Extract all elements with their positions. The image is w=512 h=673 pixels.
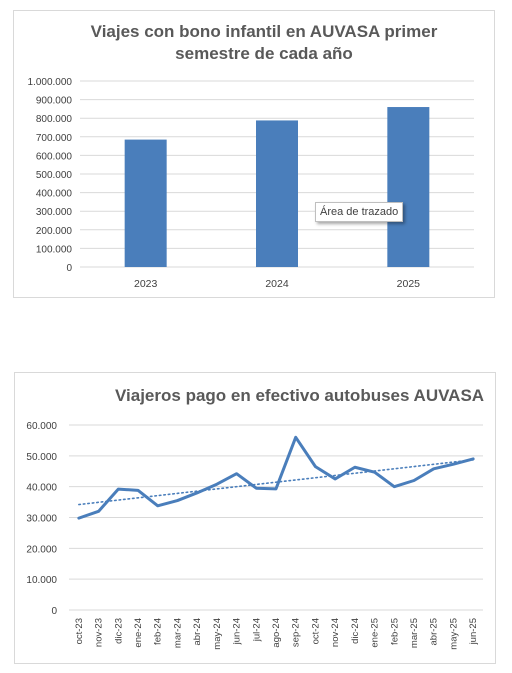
x-tick-label: dic-23 xyxy=(113,618,124,644)
y-tick-label: 0 xyxy=(51,606,57,617)
x-tick-label: abr-24 xyxy=(192,618,203,645)
y-tick-label: 0 xyxy=(66,263,72,274)
x-tick-label: 2023 xyxy=(134,278,158,290)
chart-title-line-2: semestre de cada año xyxy=(175,44,353,63)
y-tick-label: 300.000 xyxy=(36,207,73,218)
y-tick-label: 600.000 xyxy=(36,151,73,162)
x-tick-label: feb-25 xyxy=(389,618,400,645)
x-tick-label: ene-25 xyxy=(370,618,381,648)
bar-2025 xyxy=(387,107,430,267)
bar-2024 xyxy=(256,120,298,267)
line-chart-plot-area[interactable]: 0 10.000 20.000 30.000 40.000 50.000 60.000 oct… xyxy=(15,373,497,665)
y-tick-label: 500.000 xyxy=(36,170,73,181)
line-chart-pago-efectivo[interactable]: Viajeros pago en efectivo autobuses AUVA… xyxy=(14,372,496,664)
y-tick-label: 60.000 xyxy=(26,421,57,432)
y-tick-label: 1.000.000 xyxy=(28,77,73,88)
y-tick-label: 700.000 xyxy=(36,133,73,144)
y-tick-label: 40.000 xyxy=(26,483,57,494)
y-tick-label: 10.000 xyxy=(26,575,57,586)
bar-2023 xyxy=(124,139,167,267)
x-tick-label: jun-25 xyxy=(468,618,479,645)
bar-chart-plot-area[interactable]: 0 100.000 200.000 300.000 400.000 500.000 600.… xyxy=(14,11,496,299)
x-tick-label: nov-23 xyxy=(94,618,105,647)
x-tick-label: 2025 xyxy=(397,278,421,290)
x-tick-label: mar-24 xyxy=(172,618,183,648)
chart-title: Viajeros pago en efectivo autobuses AUVA… xyxy=(115,386,485,405)
plot-area-tooltip: Área de trazado xyxy=(315,202,404,222)
x-tick-label: dic-24 xyxy=(350,618,361,644)
y-tick-label: 30.000 xyxy=(26,514,57,525)
y-tick-label: 200.000 xyxy=(36,226,73,237)
x-tick-label: ene-24 xyxy=(133,618,144,648)
x-tick-label: ago-24 xyxy=(271,618,282,648)
x-tick-label: oct-24 xyxy=(310,618,321,644)
y-tick-label: 50.000 xyxy=(26,452,57,463)
y-tick-label: 400.000 xyxy=(36,189,73,200)
x-tick-label: nov-24 xyxy=(330,618,341,647)
x-tick-label: jun-24 xyxy=(232,618,243,645)
y-tick-label: 100.000 xyxy=(36,244,73,255)
x-tick-label: abr-25 xyxy=(429,618,440,645)
y-tick-label: 20.000 xyxy=(26,544,57,555)
x-tick-label: mar-25 xyxy=(409,618,420,648)
bar-chart-bono-infantil[interactable]: Viajes con bono infantil en AUVASA prime… xyxy=(13,10,495,298)
chart-title-line-1: Viajes con bono infantil en AUVASA prime… xyxy=(90,22,438,41)
series-line xyxy=(77,435,475,520)
trendline xyxy=(78,459,474,506)
x-tick-label: may-24 xyxy=(212,618,223,650)
x-tick-label: sep-24 xyxy=(291,618,302,647)
x-tick-label: feb-24 xyxy=(153,618,164,645)
y-tick-label: 900.000 xyxy=(36,96,73,107)
y-tick-label: 800.000 xyxy=(36,114,73,125)
x-tick-label: oct-23 xyxy=(74,618,85,644)
x-tick-label: may-25 xyxy=(448,618,459,650)
chart-title: Viajes con bono infantil en AUVASA prime… xyxy=(54,21,474,65)
x-tick-label: 2024 xyxy=(265,278,289,290)
x-tick-label: jul-24 xyxy=(251,618,262,642)
